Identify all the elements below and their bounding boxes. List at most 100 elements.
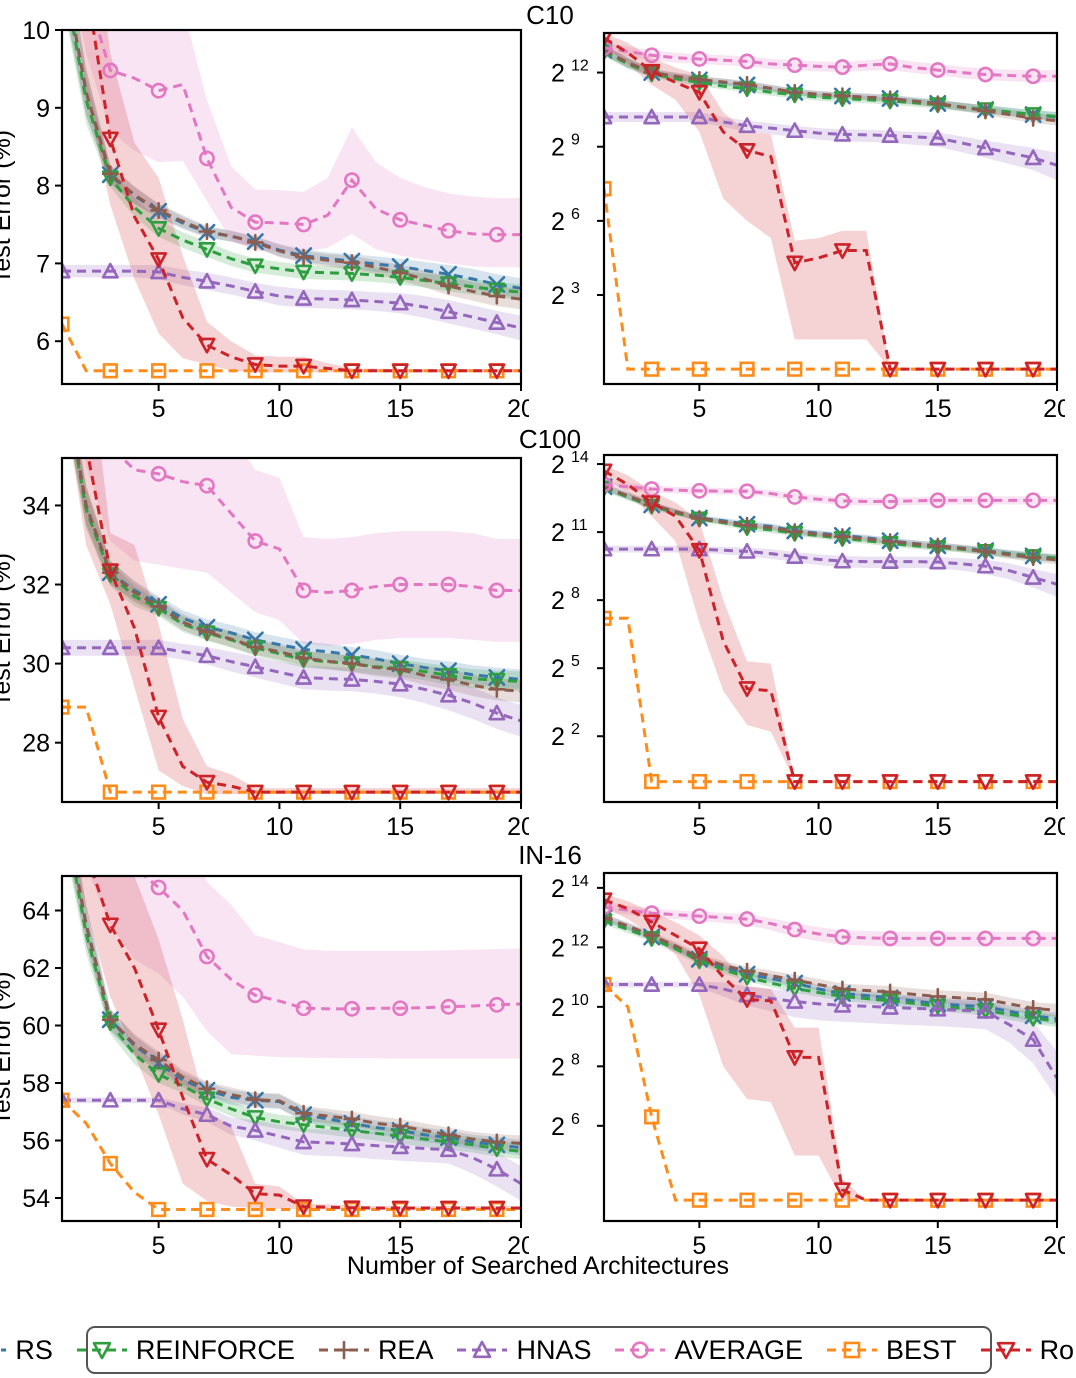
svg-text:54: 54 <box>22 1185 50 1213</box>
svg-text:20: 20 <box>507 813 529 841</box>
svg-text:15: 15 <box>924 1232 952 1260</box>
svg-text:15: 15 <box>386 1232 414 1260</box>
svg-text:20: 20 <box>1043 813 1065 841</box>
legend-label: RoBoT <box>1039 1334 1076 1365</box>
svg-text:10: 10 <box>805 813 833 841</box>
svg-text:6: 6 <box>571 206 580 223</box>
legend-item-best[interactable]: BEST <box>825 1335 957 1366</box>
legend: RS REINFORCE REA HNAS AVERAGE BEST RoBoT <box>0 1326 1076 1374</box>
svg-text:2: 2 <box>551 1113 565 1141</box>
svg-text:2: 2 <box>571 721 580 738</box>
svg-text:15: 15 <box>386 813 414 841</box>
panel-c10-test-error: 5 10 15 20 6 7 8 9 10 Test Error (%) <box>0 16 529 430</box>
legend-marker-rea-icon <box>318 1340 369 1360</box>
svg-text:5: 5 <box>152 395 166 423</box>
svg-text:15: 15 <box>924 395 952 423</box>
svg-text:14: 14 <box>571 449 589 466</box>
legend-label: RS <box>15 1334 53 1365</box>
svg-text:2: 2 <box>551 655 565 683</box>
panel-in16-test-error: 5 10 15 20 54 56 58 60 62 64 Test Error (%) <box>0 862 529 1267</box>
legend-marker-rs-icon <box>0 1348 7 1352</box>
svg-text:5: 5 <box>692 395 706 423</box>
legend-marker-best-icon <box>827 1341 878 1359</box>
svg-text:10: 10 <box>22 17 50 45</box>
svg-text:20: 20 <box>1043 1232 1065 1260</box>
svg-text:2: 2 <box>551 282 565 310</box>
svg-text:14: 14 <box>571 873 589 890</box>
legend-item-robot[interactable]: RoBoT <box>979 1335 1076 1366</box>
svg-text:2: 2 <box>551 587 565 615</box>
panel-c100-test-error: 5 10 15 20 28 30 32 34 Test Error (%) <box>0 444 529 848</box>
svg-text:10: 10 <box>266 395 294 423</box>
svg-text:9: 9 <box>36 95 50 123</box>
legend-item-rea[interactable]: REA <box>317 1334 434 1366</box>
svg-text:15: 15 <box>386 395 414 423</box>
svg-text:10: 10 <box>266 1232 294 1260</box>
svg-text:20: 20 <box>507 395 529 423</box>
y-axis-label: Test Error (%) <box>0 553 16 707</box>
y-axis-label: Test Error (%) <box>0 130 16 284</box>
legend-label: REINFORCE <box>135 1334 295 1365</box>
svg-text:8: 8 <box>571 1051 580 1068</box>
legend-marker-hnas-icon <box>457 1340 508 1359</box>
svg-text:60: 60 <box>22 1013 50 1041</box>
svg-text:8: 8 <box>571 585 580 602</box>
y-axis-label: Test Error (%) <box>0 971 16 1125</box>
row-title-in16: IN-16 <box>518 840 582 870</box>
panel-c10-test-ranking: 5101520232629212Test Ranking <box>542 19 1065 430</box>
legend-item-rs[interactable]: RS <box>0 1335 53 1366</box>
svg-text:12: 12 <box>571 932 589 949</box>
svg-text:10: 10 <box>571 992 589 1009</box>
svg-text:5: 5 <box>692 1232 706 1260</box>
svg-text:2: 2 <box>551 134 565 162</box>
svg-text:11: 11 <box>571 517 588 534</box>
svg-text:34: 34 <box>22 492 50 520</box>
svg-text:58: 58 <box>22 1070 50 1098</box>
svg-text:2: 2 <box>551 1053 565 1081</box>
panel-in16-test-ranking: 51015202628210212214Test Ranking <box>542 859 1065 1267</box>
svg-text:32: 32 <box>22 572 50 600</box>
svg-text:30: 30 <box>22 651 50 679</box>
row-title-c10: C10 <box>526 0 574 30</box>
row-title-c100: C100 <box>518 424 582 454</box>
svg-text:20: 20 <box>507 1232 529 1260</box>
svg-text:8: 8 <box>36 173 50 201</box>
svg-text:5: 5 <box>152 1232 166 1260</box>
svg-text:10: 10 <box>266 813 294 841</box>
legend-marker-robot-icon <box>980 1341 1031 1360</box>
svg-text:64: 64 <box>22 898 50 926</box>
legend-item-average[interactable]: AVERAGE <box>613 1335 803 1366</box>
legend-label: REA <box>377 1334 434 1365</box>
svg-text:2: 2 <box>551 60 565 88</box>
svg-text:2: 2 <box>551 934 565 962</box>
legend-item-hnas[interactable]: HNAS <box>455 1335 591 1366</box>
svg-text:2: 2 <box>551 875 565 903</box>
x-axis-caption: Number of Searched Architectures <box>346 1252 730 1280</box>
legend-marker-average-icon <box>615 1341 666 1359</box>
svg-text:7: 7 <box>36 250 50 278</box>
legend-label: AVERAGE <box>674 1334 804 1365</box>
svg-text:5: 5 <box>692 813 706 841</box>
svg-text:6: 6 <box>571 1111 580 1128</box>
svg-text:56: 56 <box>22 1128 50 1156</box>
svg-text:62: 62 <box>22 955 50 983</box>
svg-text:28: 28 <box>22 730 50 758</box>
svg-text:20: 20 <box>1043 395 1065 423</box>
legend-marker-reinforce-icon <box>76 1341 127 1360</box>
svg-text:5: 5 <box>152 813 166 841</box>
svg-text:2: 2 <box>551 519 565 547</box>
legend-label: HNAS <box>516 1334 592 1365</box>
svg-text:5: 5 <box>571 653 580 670</box>
svg-text:2: 2 <box>551 208 565 236</box>
panel-c100-test-ranking: 5101520222528211214Test Ranking <box>542 441 1065 848</box>
svg-text:10: 10 <box>805 395 833 423</box>
svg-text:15: 15 <box>924 813 952 841</box>
legend-item-reinforce[interactable]: REINFORCE <box>75 1335 295 1366</box>
svg-text:9: 9 <box>571 132 580 149</box>
svg-text:2: 2 <box>551 451 565 479</box>
svg-text:12: 12 <box>571 58 589 75</box>
svg-text:10: 10 <box>805 1232 833 1260</box>
svg-text:2: 2 <box>551 994 565 1022</box>
legend-label: BEST <box>886 1334 957 1365</box>
